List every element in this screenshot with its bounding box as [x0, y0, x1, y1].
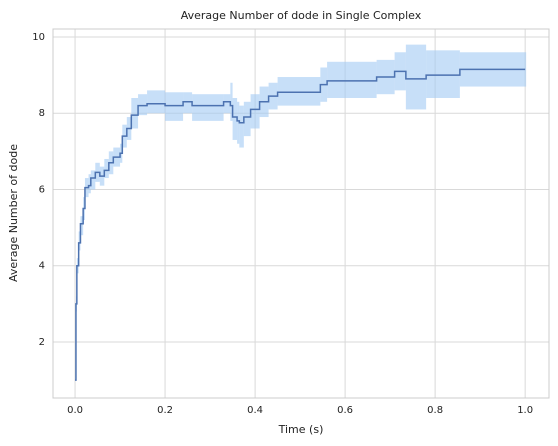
y-axis-label: Average Number of dode	[7, 144, 20, 282]
confidence-band	[232, 97, 238, 140]
x-tick-label: 0.2	[157, 405, 173, 416]
confidence-band	[192, 94, 224, 121]
confidence-band	[90, 170, 96, 190]
confidence-band	[243, 101, 251, 137]
x-tick-label: 0.8	[427, 405, 443, 416]
y-tick-label: 8	[39, 108, 45, 119]
confidence-band	[277, 77, 321, 106]
y-tick-label: 6	[39, 184, 45, 195]
confidence-band	[88, 174, 91, 194]
confidence-band	[147, 90, 166, 114]
confidence-band	[223, 94, 231, 114]
x-tick-label: 0.0	[67, 405, 83, 416]
confidence-band	[327, 61, 377, 98]
x-axis-label: Time (s)	[278, 423, 324, 436]
confidence-band	[183, 92, 193, 114]
y-tick-label: 2	[39, 337, 45, 348]
confidence-band	[230, 82, 233, 121]
confidence-band	[104, 158, 109, 179]
confidence-band	[131, 97, 139, 129]
confidence-band	[250, 94, 260, 129]
chart-title: Average Number of dode in Single Complex	[181, 9, 422, 22]
line	[75, 68, 526, 381]
x-tick-label: 0.4	[247, 405, 263, 416]
confidence-band	[239, 105, 244, 148]
x-tick-label: 1.0	[517, 405, 533, 416]
confidence-band	[237, 101, 240, 144]
confidence-band	[80, 216, 84, 236]
confidence-band	[78, 231, 81, 251]
confidence-band	[525, 52, 527, 87]
x-tick-label: 0.6	[337, 405, 353, 416]
confidence-band	[138, 94, 148, 116]
confidence-band	[405, 44, 427, 110]
confidence-band	[426, 50, 460, 98]
plot-frame	[52, 28, 550, 399]
y-tick-label: 10	[32, 32, 45, 43]
confidence-band	[165, 92, 184, 121]
y-tick-label: 4	[39, 261, 45, 272]
